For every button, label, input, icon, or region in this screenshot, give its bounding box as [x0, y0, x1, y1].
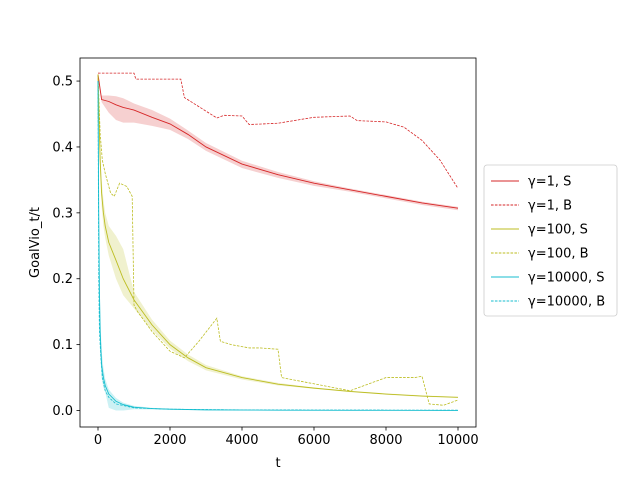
- x-tick-label: 10000: [437, 433, 478, 448]
- x-tick-label: 4000: [225, 433, 258, 448]
- y-tick-label: 0.5: [52, 75, 73, 90]
- legend-box: [483, 164, 618, 317]
- legend-label: γ=10000, S: [528, 271, 604, 286]
- plot-area: [97, 71, 459, 411]
- legend: γ=1, S γ=1, B γ=100, S γ=100, B γ=10000, S γ=…: [483, 164, 618, 317]
- legend-label: γ=1, S: [528, 175, 571, 190]
- y-tick-label: 0.3: [52, 206, 73, 221]
- x-tick-label: 6000: [297, 433, 330, 448]
- y-tick-label: 0.2: [52, 272, 73, 287]
- legend-label: γ=1, B: [528, 199, 572, 214]
- series-line-2: [97, 74, 459, 398]
- series-line-3: [97, 74, 459, 406]
- x-tick-label: 2000: [153, 433, 186, 448]
- y-axis-label: GoalVio_t/t: [28, 207, 43, 278]
- legend-label: γ=100, S: [528, 223, 588, 238]
- series-line-0: [97, 74, 459, 209]
- series-group: [97, 71, 459, 411]
- x-tick-label: 8000: [369, 433, 402, 448]
- axes: 0 2000 4000 6000 8000 10000 0.0 0.1 0.2 0.3 0.4 0.5: [52, 57, 479, 448]
- x-axis-label: t: [275, 456, 280, 471]
- series-line-5: [97, 81, 459, 411]
- legend-label: γ=100, B: [528, 247, 589, 262]
- y-tick-label: 0.1: [52, 338, 73, 353]
- y-tick-label: 0.4: [52, 140, 73, 155]
- y-tick-label: 0.0: [52, 404, 73, 419]
- axes-frame: [79, 57, 477, 428]
- series-line-1: [98, 72, 459, 189]
- legend-label: γ=10000, B: [528, 295, 605, 310]
- x-tick-label: 0: [94, 433, 102, 448]
